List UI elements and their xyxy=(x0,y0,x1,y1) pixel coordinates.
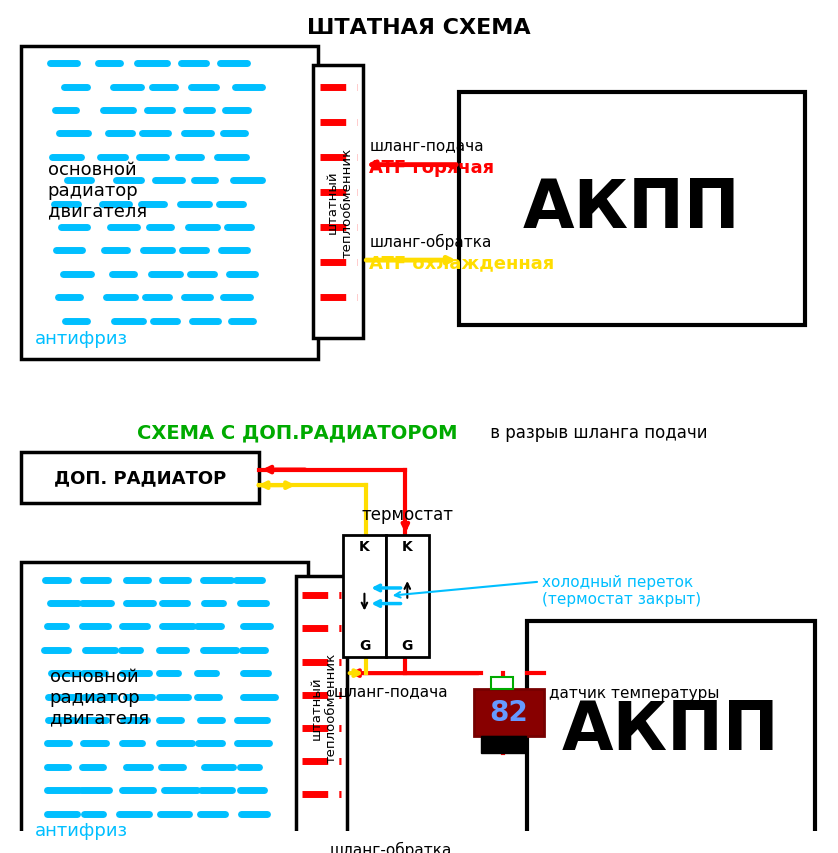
Text: АКПП: АКПП xyxy=(523,177,741,242)
Text: K: K xyxy=(359,539,370,553)
Text: 82: 82 xyxy=(489,699,528,727)
Bar xyxy=(481,736,526,753)
Text: термостат: термостат xyxy=(361,506,453,524)
Bar xyxy=(385,535,429,657)
Text: СХЕМА С ДОП.РАДИАТОРОМ: СХЕМА С ДОП.РАДИАТОРОМ xyxy=(137,423,458,443)
Text: шланг-подача: шланг-подача xyxy=(370,138,484,154)
Bar xyxy=(473,689,544,736)
Text: K: K xyxy=(402,539,412,553)
Bar xyxy=(20,562,308,850)
Bar xyxy=(20,453,259,503)
Text: антифриз: антифриз xyxy=(35,821,128,839)
Text: ATF охлажденная: ATF охлажденная xyxy=(370,253,555,272)
Bar xyxy=(20,47,318,360)
Text: G: G xyxy=(359,638,370,653)
Text: основной
радиатор
двигателя: основной радиатор двигателя xyxy=(49,667,149,727)
Text: ШТАТНАЯ СХЕМА: ШТАТНАЯ СХЕМА xyxy=(308,18,530,38)
Bar xyxy=(313,67,364,339)
Text: ATF горячая: ATF горячая xyxy=(370,159,494,177)
Text: G: G xyxy=(401,638,413,653)
Bar xyxy=(459,92,804,326)
Bar xyxy=(527,621,815,840)
Text: шланг-обратка: шланг-обратка xyxy=(370,233,492,249)
Text: шланг-подача: шланг-подача xyxy=(334,683,448,698)
Text: шланг-обратка: шланг-обратка xyxy=(329,840,452,853)
Text: штатный
теплообменник: штатный теплообменник xyxy=(309,653,338,763)
Text: датчик температуры: датчик температуры xyxy=(549,686,719,700)
Bar xyxy=(297,576,347,838)
Bar xyxy=(491,677,513,689)
Bar xyxy=(343,535,385,657)
Text: АКПП: АКПП xyxy=(562,698,779,763)
Text: антифриз: антифриз xyxy=(35,329,128,348)
Text: штатный
теплообменник: штатный теплообменник xyxy=(326,148,354,258)
Text: в разрыв шланга подачи: в разрыв шланга подачи xyxy=(485,423,708,441)
Text: ДОП. РАДИАТОР: ДОП. РАДИАТОР xyxy=(54,469,226,487)
Text: основной
радиатор
двигателя: основной радиатор двигателя xyxy=(48,161,147,221)
Text: холодный переток
(термостат закрыт): холодный переток (термостат закрыт) xyxy=(541,574,701,606)
